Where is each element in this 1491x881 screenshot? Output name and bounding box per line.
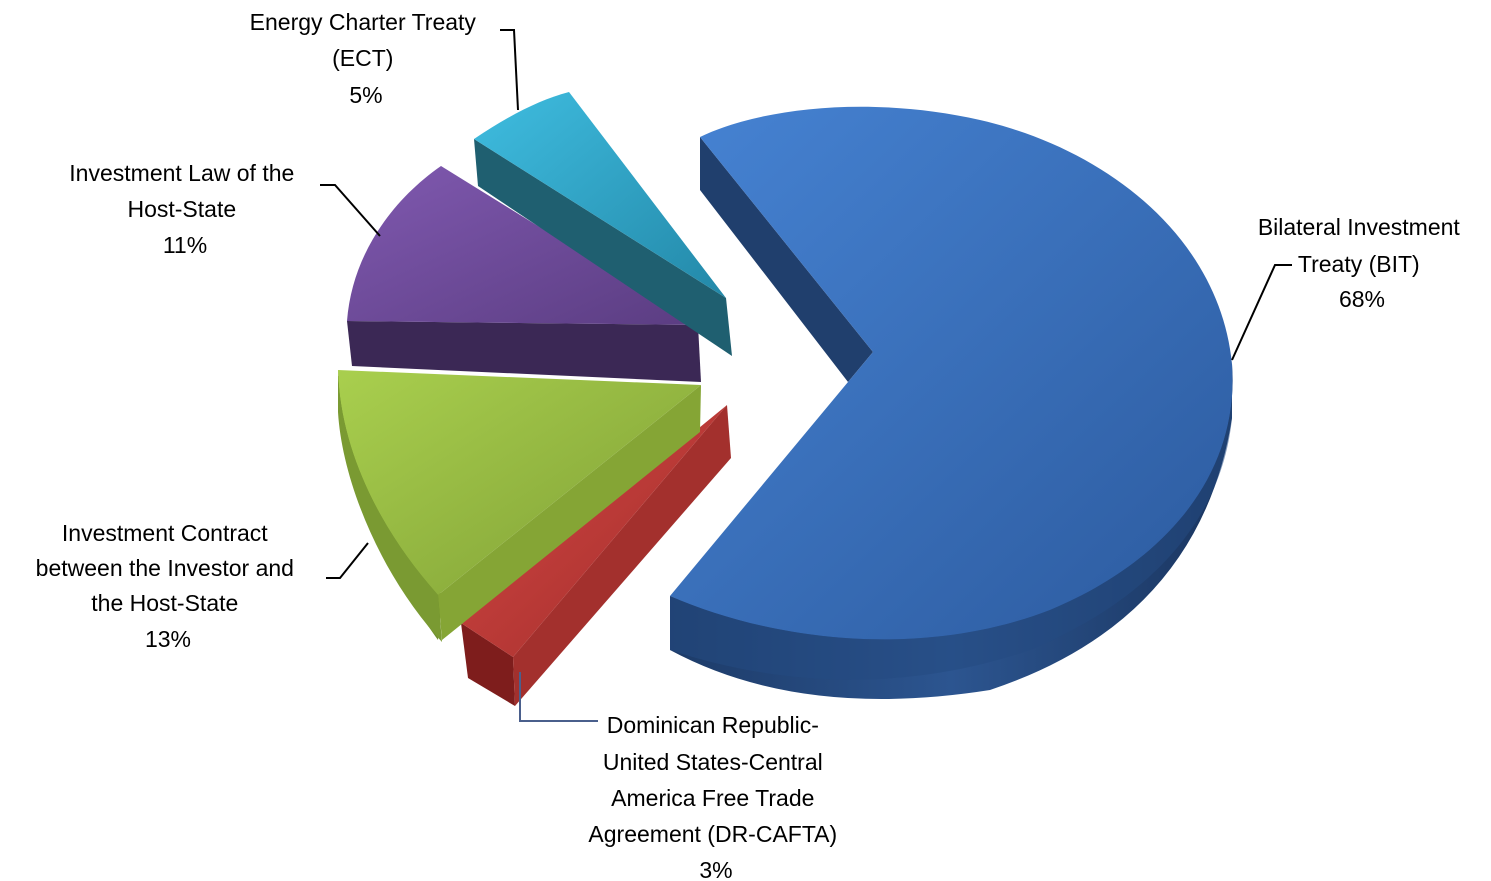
label-dr-cafta-line-4: Agreement (DR-CAFTA) [588,821,837,847]
label-ect-percent: 5% [349,82,382,108]
label-bit-percent: 68% [1339,286,1385,312]
label-dr-cafta-line-1: Dominican Republic- [607,712,819,738]
label-dr-cafta-line-3: America Free Trade [611,785,814,811]
label-bit-line-1: Bilateral Investment [1258,214,1461,240]
leader-line-dr-cafta [519,672,598,722]
label-investment-contract-line-2: between the Investor and [36,555,294,581]
label-investment-contract-line-3: the Host-State [91,590,238,616]
label-dr-cafta-line-2: United States-Central [603,749,823,775]
label-investment-contract: Investment Contract between the Investor… [36,520,301,652]
label-investment-contract-line-1: Investment Contract [62,520,268,546]
label-bit: Bilateral Investment Treaty (BIT) 68% [1258,214,1466,312]
label-investment-contract-percent: 13% [145,626,191,652]
label-ect: Energy Charter Treaty (ECT) 5% [250,9,483,108]
leader-line-ect [500,29,519,111]
pie-slice-dr-cafta [461,405,731,706]
leader-line-investment-contract [326,542,369,579]
label-ect-line-2: (ECT) [332,45,393,71]
leader-line-bit [1231,264,1292,361]
pie-slice-ect [474,92,732,356]
label-bit-line-2: Treaty (BIT) [1298,251,1420,277]
label-investment-law-line-1: Investment Law of the [69,160,294,186]
pie-slice-bit [670,106,1233,699]
label-investment-law: Investment Law of the Host-State 11% [69,160,300,258]
label-dr-cafta: Dominican Republic- United States-Centra… [588,712,843,881]
pie-slice-investment-law [347,166,701,382]
pie-slice-investment-contract [338,370,701,642]
label-investment-law-percent: 11% [163,232,207,258]
label-investment-law-line-2: Host-State [127,196,236,222]
label-dr-cafta-percent: 3% [699,857,732,881]
label-ect-line-1: Energy Charter Treaty [250,9,477,35]
leader-line-investment-law [320,184,381,237]
